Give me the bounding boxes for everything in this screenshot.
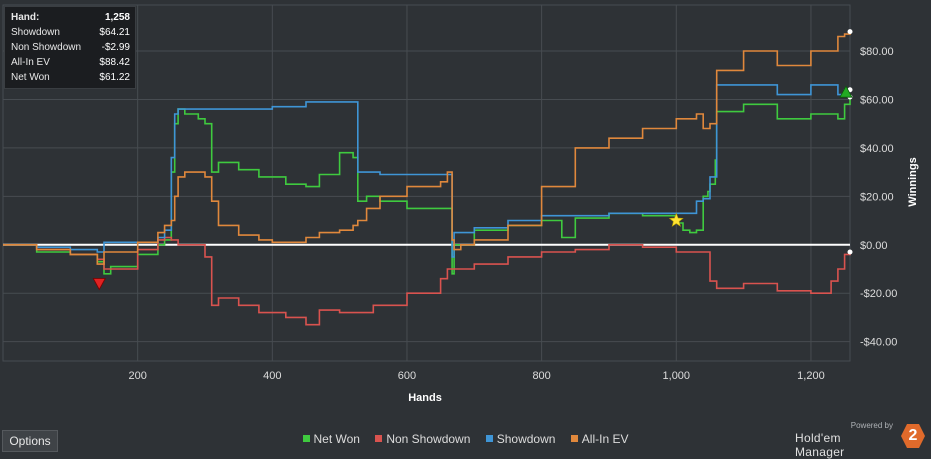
summary-value: $64.21 (99, 27, 130, 38)
powered-by-brand: Powered by Hold'em Manager 2 (795, 421, 925, 459)
summary-value: $61.22 (99, 72, 130, 83)
x-tick-label: 1,200 (797, 370, 825, 382)
summary-label: Net Won (11, 72, 50, 83)
legend-item-all-in-ev[interactable]: All-In EV (570, 432, 629, 446)
summary-label: All-In EV (11, 57, 50, 68)
summary-row-non-showdown: Non Showdown -$2.99 (11, 40, 130, 55)
summary-value: -$2.99 (101, 42, 130, 53)
x-tick-label: 1,000 (663, 370, 691, 382)
legend-label: Showdown (496, 432, 556, 446)
legend-swatch (570, 435, 578, 443)
x-axis-ticks: 200 400 600 800 1,000 1,200 (128, 370, 824, 382)
legend-label: Net Won (313, 432, 360, 446)
summary-row-showdown: Showdown $64.21 (11, 25, 130, 40)
series-line-showdown (3, 84, 850, 258)
x-tick-label: 400 (263, 370, 281, 382)
legend-item-non-showdown[interactable]: Non Showdown (375, 432, 470, 446)
series-end-point (847, 29, 853, 35)
series-line-net-won (3, 97, 851, 275)
summary-label: Hand: (11, 12, 40, 23)
plot-area (2, 4, 851, 362)
options-button[interactable]: Options (2, 430, 58, 452)
legend-swatch (302, 435, 310, 443)
summary-value: 1,258 (104, 12, 130, 23)
y-tick-label: $40.00 (860, 143, 894, 155)
legend-item-net-won[interactable]: Net Won (302, 432, 360, 446)
y-tick-label: $20.00 (860, 191, 894, 203)
marker-triangle-up (839, 85, 853, 98)
y-tick-label: -$40.00 (860, 337, 897, 349)
marker-star (668, 212, 684, 227)
series-end-point (847, 249, 853, 255)
legend-swatch (485, 435, 493, 443)
marker-triangle-down (92, 278, 106, 291)
powered-by-text: Powered by (850, 421, 893, 430)
brand-name: Hold'em Manager (795, 431, 845, 459)
chart-legend: Net Won Non Showdown Showdown All-In EV (0, 432, 931, 446)
series-line-all-in-ev (3, 31, 851, 265)
x-tick-label: 800 (532, 370, 550, 382)
summary-row-hand: Hand: 1,258 (11, 10, 130, 25)
legend-item-showdown[interactable]: Showdown (485, 432, 556, 446)
summary-label: Showdown (11, 27, 60, 38)
y-axis-title: Winnings (907, 157, 919, 206)
hand-summary-panel: Hand: 1,258 Showdown $64.21 Non Showdown… (4, 6, 136, 89)
y-tick-label: $60.00 (860, 94, 894, 106)
chart-markers (92, 85, 853, 291)
x-tick-label: 200 (128, 370, 146, 382)
y-tick-label: $80.00 (860, 46, 894, 58)
summary-row-all-in-ev: All-In EV $88.42 (11, 55, 130, 70)
y-tick-label: -$20.00 (860, 288, 897, 300)
x-axis-title: Hands (408, 392, 442, 404)
hm2-logo-icon: 2 (901, 424, 925, 448)
summary-value: $88.42 (99, 57, 130, 68)
x-tick-label: 600 (398, 370, 416, 382)
summary-label: Non Showdown (11, 42, 82, 53)
legend-swatch (375, 435, 383, 443)
y-axis-ticks: -$40.00 -$20.00 $0.00 $20.00 $40.00 $60.00 $80… (860, 46, 897, 349)
summary-row-net-won: Net Won $61.22 (11, 70, 130, 85)
y-tick-label: $0.00 (860, 240, 888, 252)
series-line-non-showdown (3, 236, 851, 326)
legend-label: Non Showdown (386, 432, 471, 446)
legend-label: All-In EV (581, 432, 629, 446)
